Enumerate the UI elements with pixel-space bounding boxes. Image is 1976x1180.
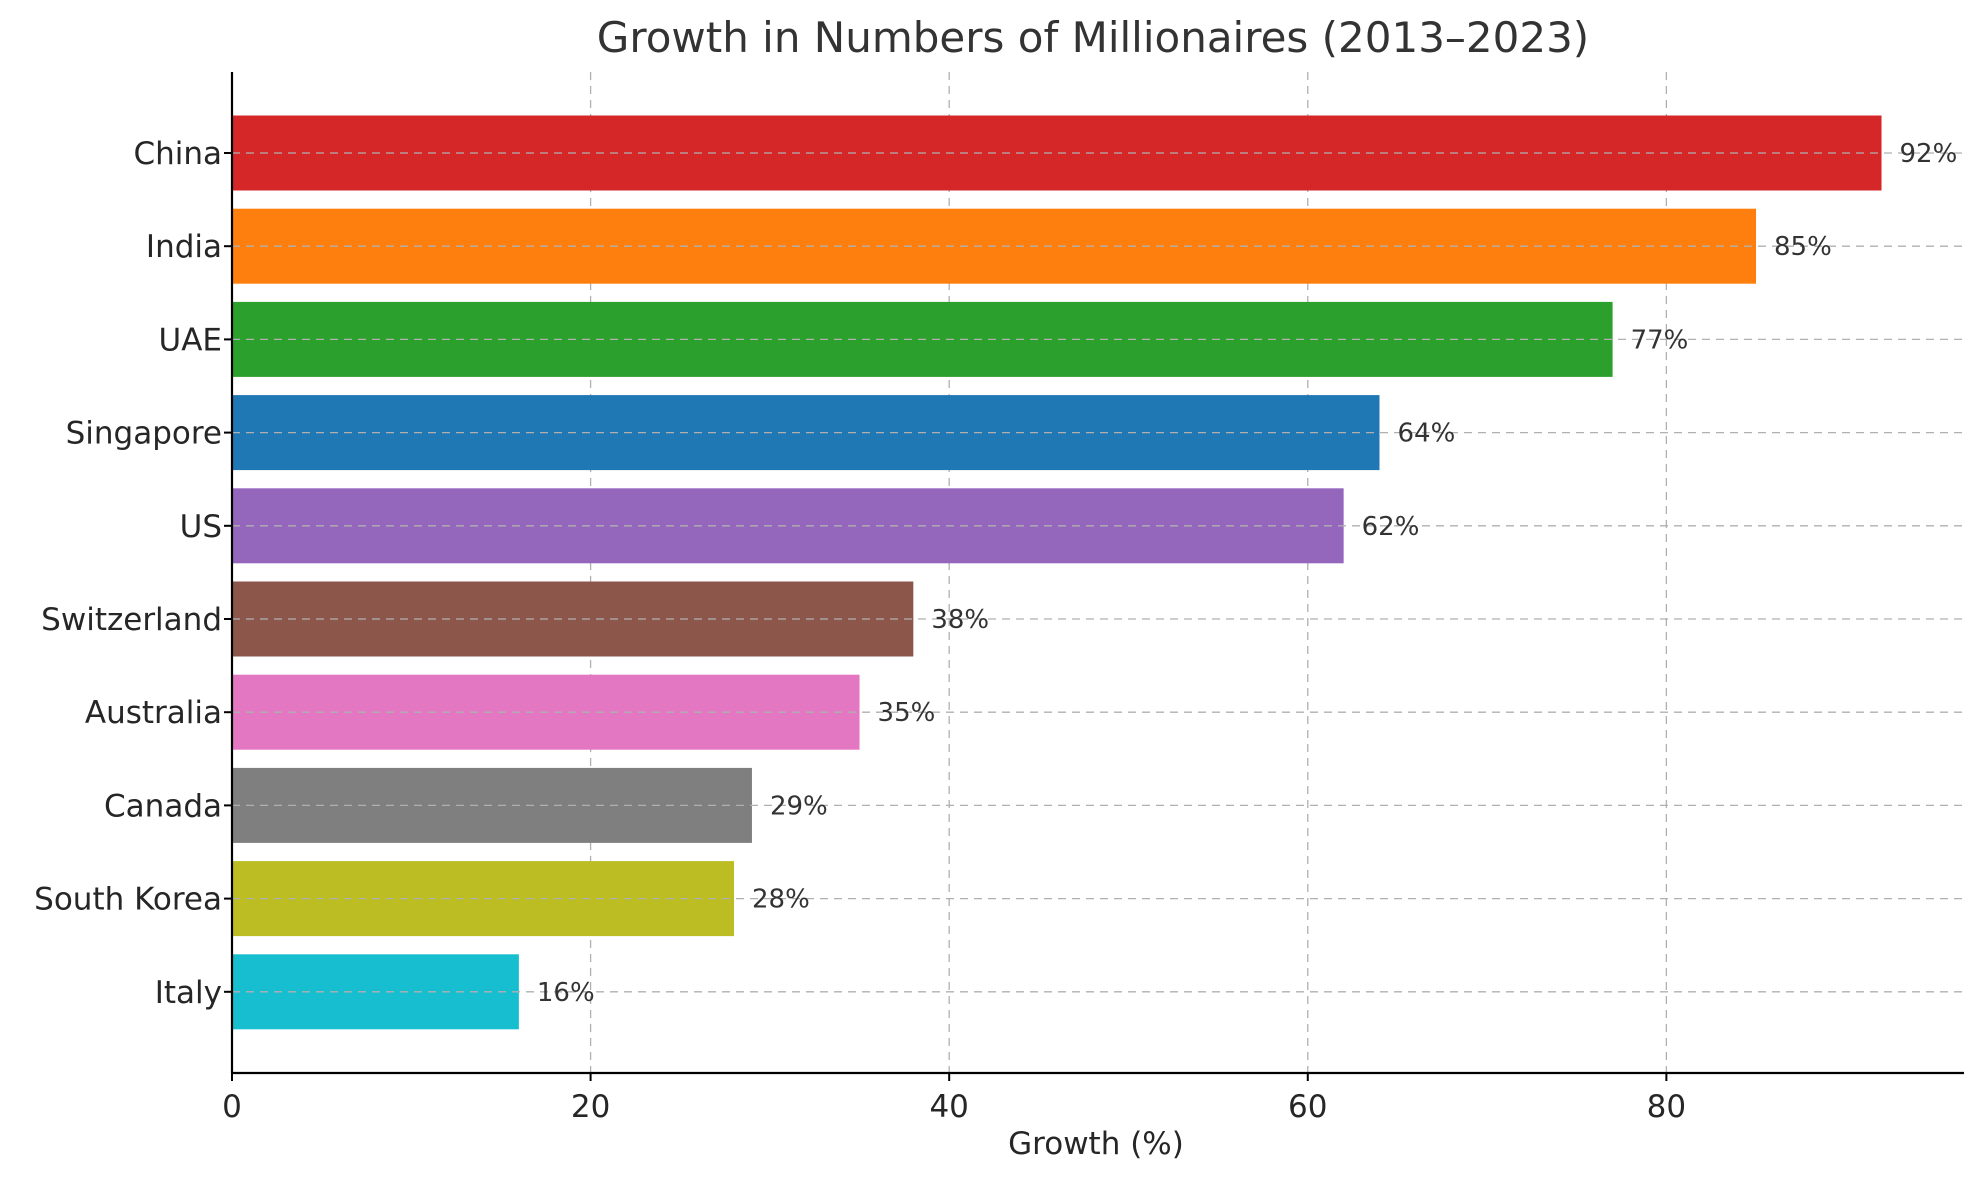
category-label: Switzerland [41,602,222,638]
x-tick-label: 0 [222,1089,242,1125]
category-label: Singapore [66,416,222,452]
category-label: Australia [85,695,222,731]
category-label: China [133,136,222,172]
category-label: UAE [159,322,222,358]
data-label: 38% [931,605,989,635]
category-labels: China India UAE Singapore US Switzerland Austr… [34,136,222,1011]
data-label: 77% [1631,325,1689,355]
data-label: 62% [1362,512,1420,542]
category-label: Italy [155,975,222,1011]
chart-title: Growth in Numbers of Millionaires (2013–… [597,13,1589,62]
data-label: 16% [537,978,595,1008]
category-label: Canada [104,788,222,824]
x-axis-title: Growth (%) [1008,1126,1184,1162]
data-label: 28% [752,885,810,915]
category-label: South Korea [34,882,222,918]
bars [232,115,1882,1030]
data-labels: 92% 85% 77% 64% 62% 38% 35% 29% 28% 16% [537,139,1957,1008]
bar-south-korea [232,861,735,937]
x-tick-label: 40 [929,1089,968,1125]
category-label: India [146,229,222,265]
data-label: 64% [1397,419,1455,449]
data-label: 85% [1774,232,1832,262]
data-label: 29% [770,791,828,821]
category-label: US [180,509,222,545]
x-tick-label: 80 [1647,1089,1686,1125]
x-tick-labels: 0 20 40 60 80 [222,152,1686,1125]
data-label: 35% [878,698,936,728]
data-label: 92% [1900,139,1958,169]
x-tick-label: 60 [1288,1089,1327,1125]
x-tick-label: 20 [571,1089,610,1125]
